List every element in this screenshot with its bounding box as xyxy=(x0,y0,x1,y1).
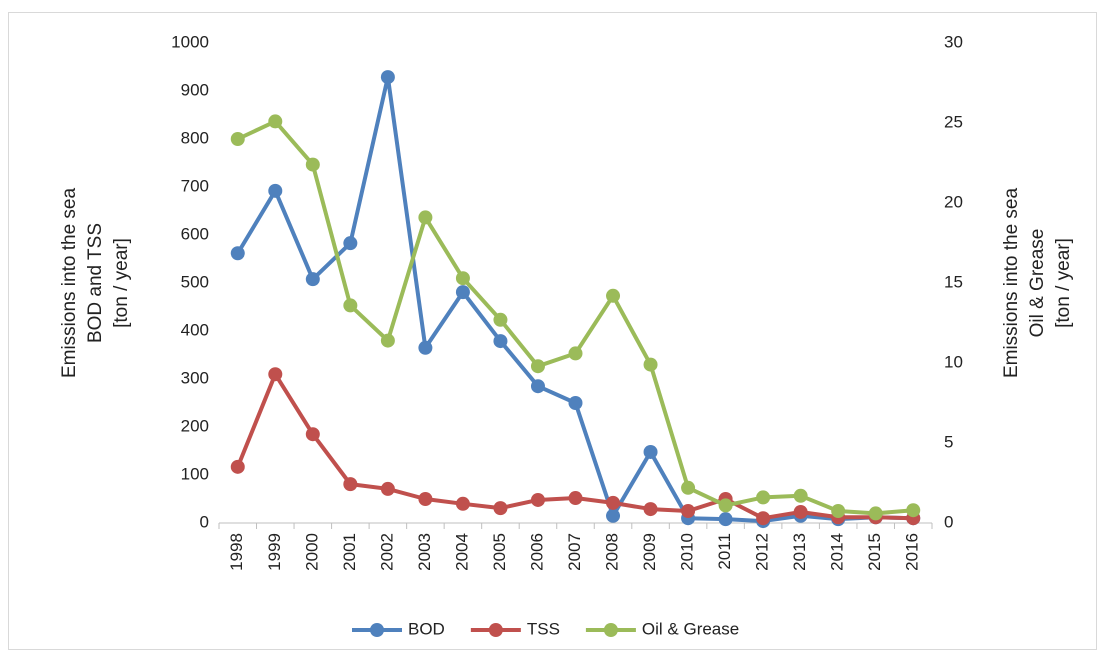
point xyxy=(643,502,658,517)
x-tick-label: 2016 xyxy=(903,533,922,571)
legend-label: BOD xyxy=(408,619,445,638)
y-tick-label: 0 xyxy=(200,512,209,531)
legend-label: Oil & Grease xyxy=(642,619,739,638)
point xyxy=(718,512,733,527)
point xyxy=(418,210,433,225)
point xyxy=(455,285,470,300)
point xyxy=(793,488,808,503)
point xyxy=(268,183,283,198)
x-tick-label: 2002 xyxy=(377,533,396,571)
x-tick-label: 2004 xyxy=(452,533,471,571)
point xyxy=(568,491,583,506)
x-tick-label: 2001 xyxy=(340,533,359,571)
point xyxy=(606,508,621,523)
x-tick-label: 2011 xyxy=(715,533,734,570)
x-tick-label: 1999 xyxy=(265,533,284,571)
x-tick-label: 2014 xyxy=(828,533,847,571)
point xyxy=(493,334,508,349)
point xyxy=(380,333,395,348)
point xyxy=(606,495,621,510)
x-tick-label: 2003 xyxy=(415,533,434,571)
y2-tick-label: 25 xyxy=(944,112,963,131)
point xyxy=(868,506,883,521)
y2-tick-label: 20 xyxy=(944,192,963,211)
point xyxy=(418,340,433,355)
y2-tick-label: 10 xyxy=(944,352,963,371)
point xyxy=(718,498,733,513)
y-tick-label: 800 xyxy=(181,128,209,147)
y-tick-label: 200 xyxy=(181,416,209,435)
point xyxy=(831,504,846,518)
point xyxy=(343,236,358,251)
y-tick-label: 1000 xyxy=(171,32,209,51)
x-tick-label: 2000 xyxy=(302,533,321,571)
point xyxy=(418,492,433,506)
x-tick-label: 2013 xyxy=(790,533,809,571)
point xyxy=(530,359,545,374)
point xyxy=(530,492,545,507)
point xyxy=(230,459,245,474)
point xyxy=(643,444,658,459)
y2-axis-label: [ton / year] xyxy=(1053,238,1074,328)
y2-tick-label: 5 xyxy=(944,432,953,451)
x-tick-label: 2015 xyxy=(865,533,884,571)
x-tick-label: 1998 xyxy=(227,533,246,571)
x-tick-label: 2006 xyxy=(527,533,546,571)
point xyxy=(455,271,470,286)
point xyxy=(305,272,320,287)
point xyxy=(268,114,283,129)
y-axis-label: BOD and TSS xyxy=(85,223,106,343)
point xyxy=(343,298,358,313)
y2-axis-label: Oil & Grease xyxy=(1027,229,1048,338)
point xyxy=(230,246,245,261)
point xyxy=(906,503,921,518)
point xyxy=(380,481,395,496)
x-tick-label: 2009 xyxy=(640,533,659,571)
point xyxy=(493,312,508,327)
x-tick-label: 2005 xyxy=(490,533,509,571)
y-tick-label: 100 xyxy=(181,464,209,483)
legend-label: TSS xyxy=(527,619,560,638)
y-tick-label: 700 xyxy=(181,176,209,195)
point xyxy=(793,504,808,519)
legend-marker xyxy=(370,623,384,637)
y-tick-label: 500 xyxy=(181,272,209,291)
legend-marker xyxy=(603,623,618,637)
y-tick-label: 900 xyxy=(181,80,209,99)
point xyxy=(756,511,771,526)
point xyxy=(493,501,508,516)
chart-border xyxy=(8,12,1097,650)
x-tick-label: 2010 xyxy=(678,533,697,571)
point xyxy=(530,379,545,394)
point xyxy=(681,504,696,518)
y2-tick-label: 0 xyxy=(944,512,953,531)
point xyxy=(568,396,583,410)
point xyxy=(568,346,583,361)
x-tick-label: 2012 xyxy=(753,533,772,571)
point xyxy=(380,70,395,85)
y-tick-label: 300 xyxy=(181,368,209,387)
point xyxy=(268,367,283,382)
point xyxy=(343,477,358,492)
y2-tick-label: 15 xyxy=(944,272,963,291)
y-axis-label: Emissions into the sea xyxy=(59,188,80,379)
x-tick-label: 2008 xyxy=(603,533,622,571)
legend-marker xyxy=(488,623,503,637)
point xyxy=(305,427,320,442)
point xyxy=(455,496,470,511)
point xyxy=(681,480,696,495)
y-axis-label: [ton / year] xyxy=(111,238,132,328)
point xyxy=(230,132,245,146)
y-tick-label: 600 xyxy=(181,224,209,243)
y-tick-label: 400 xyxy=(181,320,209,339)
point xyxy=(756,490,771,505)
y2-axis-label: Emissions into the sea xyxy=(1001,188,1022,379)
point xyxy=(643,357,658,372)
point xyxy=(305,157,320,172)
y2-tick-label: 30 xyxy=(944,32,963,51)
x-tick-label: 2007 xyxy=(565,533,584,571)
point xyxy=(606,288,621,303)
